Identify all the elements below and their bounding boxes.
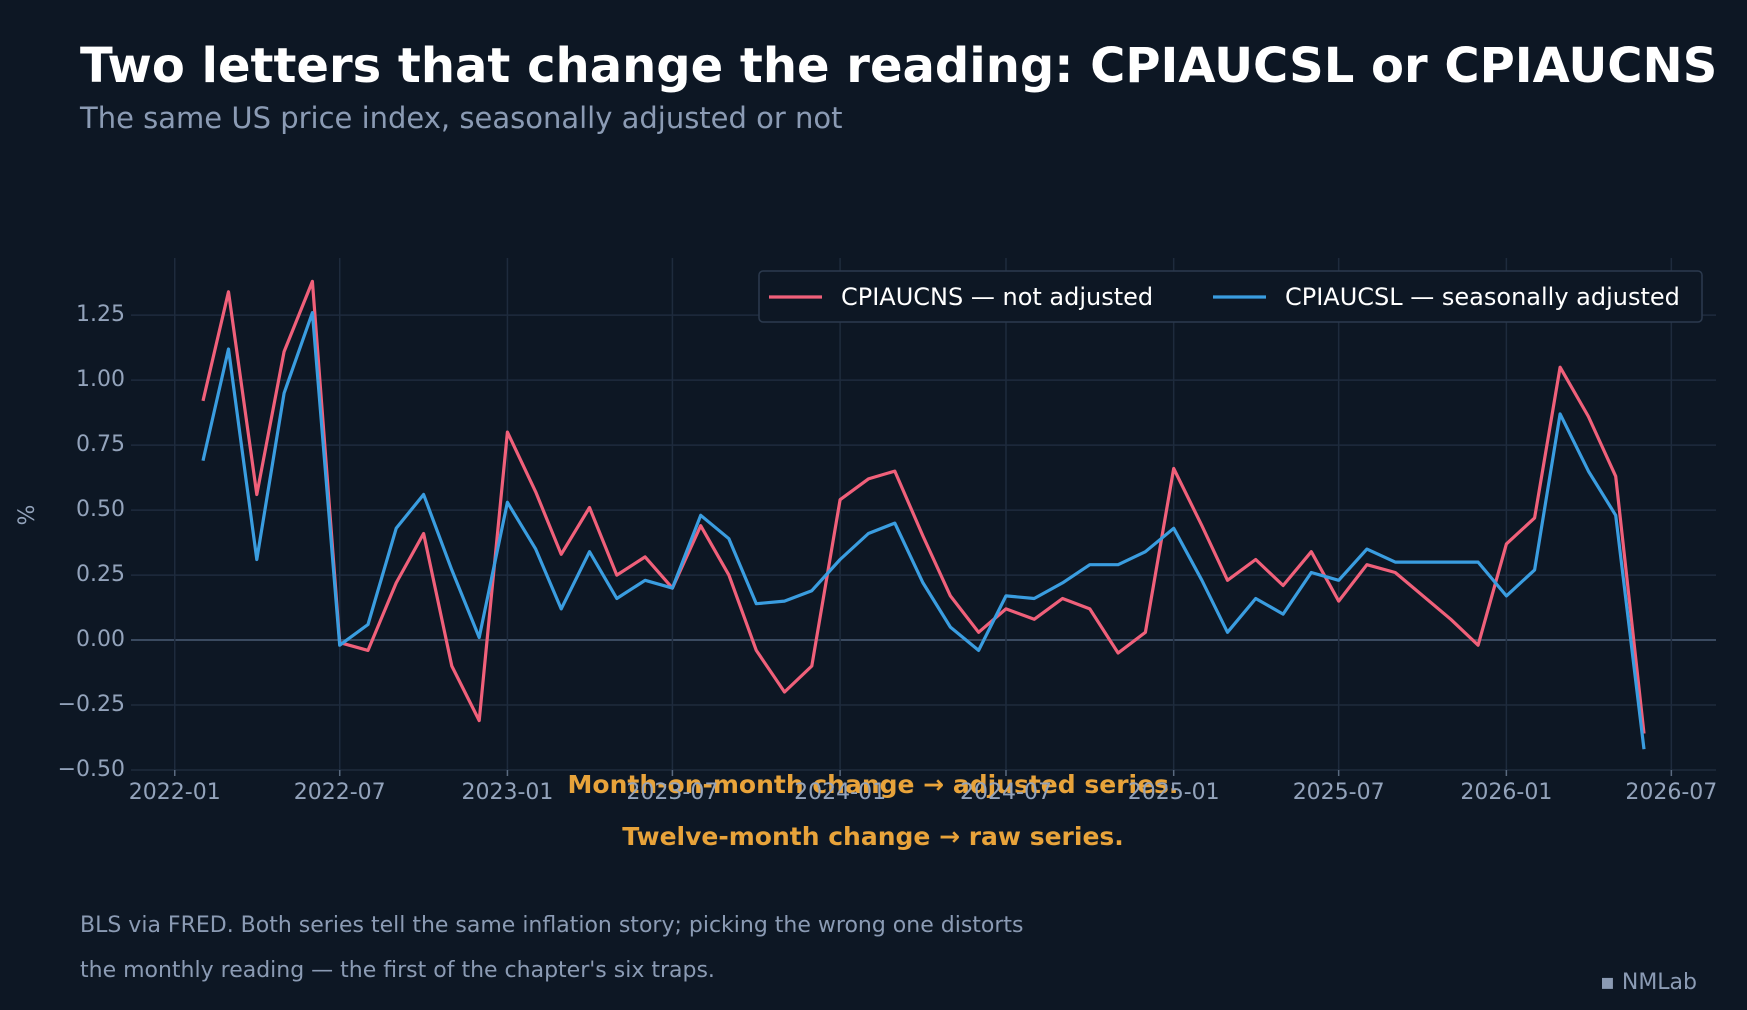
x-tick-label: 2022-07 xyxy=(294,780,386,805)
x-tick-label: 2024-01 xyxy=(794,780,886,805)
x-tick-label: 2023-07 xyxy=(626,780,718,805)
x-tick-label: 2022-01 xyxy=(129,780,221,805)
brand: ▪ NMLab xyxy=(1600,970,1697,995)
y-tick-label: −0.25 xyxy=(58,692,125,717)
x-tick-label: 2023-01 xyxy=(461,780,553,805)
y-tick-label: 1.25 xyxy=(76,302,125,327)
legend-label: CPIAUCSL — seasonally adjusted xyxy=(1285,283,1680,311)
footer-note: BLS via FRED. Both series tell the same … xyxy=(80,913,1024,938)
grid xyxy=(131,258,1716,771)
x-tick-label: 2025-07 xyxy=(1293,780,1385,805)
y-tick-label: 0.00 xyxy=(76,627,125,652)
x-tick-label: 2026-07 xyxy=(1625,780,1717,805)
y-tick-label: 0.25 xyxy=(76,562,125,587)
y-axis-label: % xyxy=(15,505,40,526)
chart-subtitle: The same US price index, seasonally adju… xyxy=(79,101,843,135)
y-tick-label: 0.75 xyxy=(76,432,125,457)
y-tick-label: 1.00 xyxy=(76,367,125,392)
series-line xyxy=(201,311,1646,750)
x-tick-label: 2024-07 xyxy=(960,780,1052,805)
legend: CPIAUCNS — not adjusted CPIAUCSL — season… xyxy=(758,270,1703,323)
legend-label: CPIAUCNS — not adjusted xyxy=(841,283,1153,311)
y-tick-label: 0.50 xyxy=(76,497,125,522)
x-tick-label: 2025-01 xyxy=(1128,780,1220,805)
annotation: Month-on-month change → adjusted series. xyxy=(568,770,1179,799)
annotation: Twelve-month change → raw series. xyxy=(622,822,1124,851)
series-line xyxy=(201,279,1646,734)
x-tick-label: 2026-01 xyxy=(1460,780,1552,805)
chart-title: Two letters that change the reading: CPI… xyxy=(80,38,1717,94)
y-tick-label: −0.50 xyxy=(58,757,125,782)
footer-note: the monthly reading — the first of the c… xyxy=(80,958,715,983)
